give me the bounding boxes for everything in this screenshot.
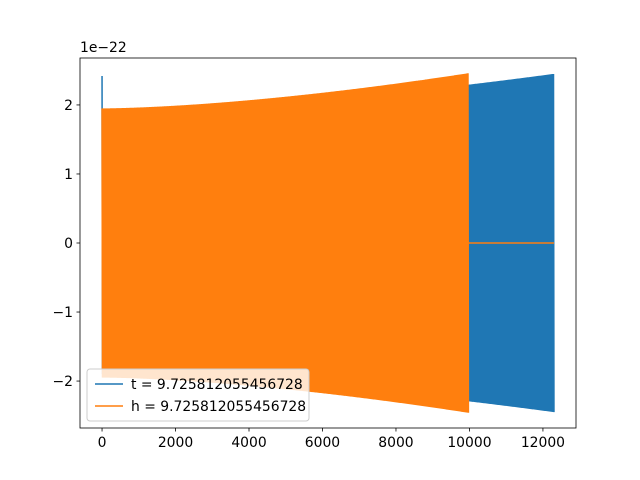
y-tick-label: 0 — [64, 236, 73, 252]
y-axis: −2 −1 0 1 2 — [53, 98, 80, 390]
legend: t = 9.725812055456728 h = 9.725812055456… — [86, 368, 310, 422]
y-tick-label: 1 — [64, 167, 73, 183]
x-tick-label: 8000 — [378, 435, 413, 451]
x-tick-label: 10000 — [447, 435, 491, 451]
y-tick-label: −1 — [53, 305, 73, 321]
plot-area — [101, 73, 555, 413]
x-axis: 0 2000 4000 6000 8000 10000 12000 — [98, 428, 565, 451]
x-tick-label: 12000 — [521, 435, 565, 451]
series-h-line — [101, 73, 470, 413]
y-tick-label: 2 — [64, 98, 73, 114]
x-tick-label: 0 — [98, 435, 107, 451]
x-tick-label: 2000 — [158, 435, 193, 451]
legend-label-h: h = 9.725812055456728 — [131, 399, 306, 415]
y-offset-label: 1e−22 — [80, 40, 127, 56]
x-tick-label: 4000 — [231, 435, 266, 451]
legend-box — [86, 368, 310, 422]
y-tick-label: −2 — [53, 374, 73, 390]
legend-label-t: t = 9.725812055456728 — [131, 377, 303, 393]
x-tick-label: 6000 — [305, 435, 340, 451]
